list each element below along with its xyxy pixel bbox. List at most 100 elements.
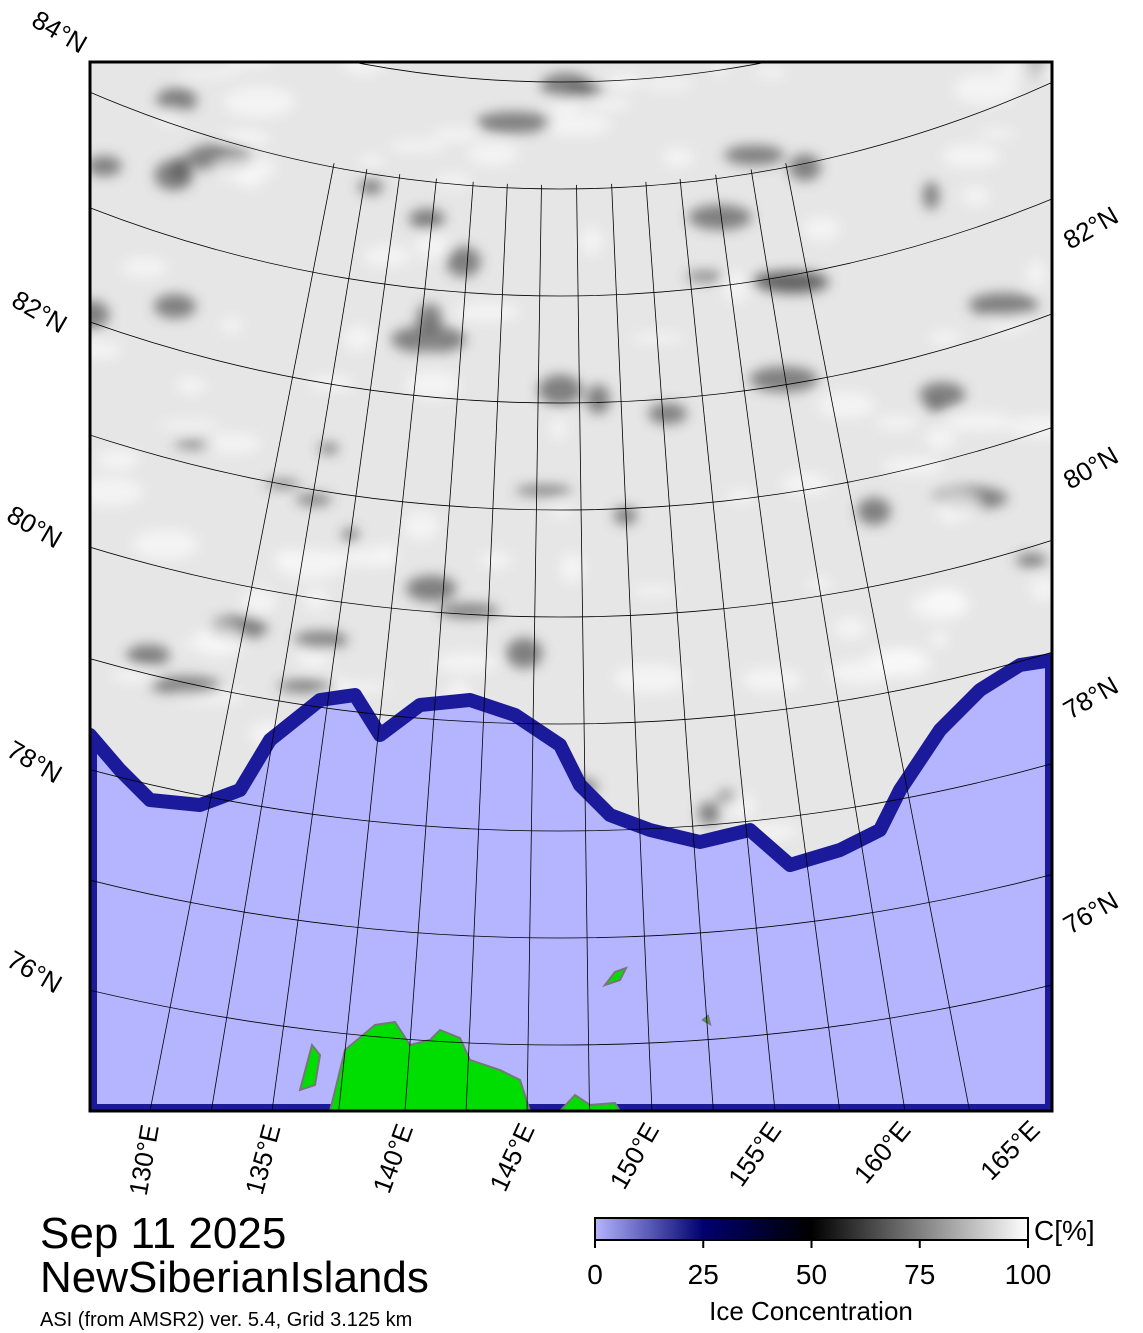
ice-patch [318, 442, 339, 454]
ice-patch [925, 427, 956, 450]
meridian [576, 184, 590, 1111]
longitude-label: 155°E [722, 1116, 787, 1191]
ice-patch [550, 417, 567, 441]
ice-patch [174, 440, 216, 449]
ice-patch [408, 208, 445, 229]
longitude-label: 130°E [123, 1122, 165, 1197]
ice-patch [435, 173, 473, 188]
latitude-line [90, 198, 1052, 297]
ice-patch [153, 294, 196, 319]
latitude-label: 82°N [1058, 200, 1123, 255]
longitude-label: 135°E [239, 1121, 286, 1197]
ice-patch [295, 493, 332, 506]
ice-patch [391, 325, 466, 354]
ice-patch [205, 433, 261, 454]
ice-patch [933, 492, 981, 519]
ice-patch [293, 631, 348, 649]
ice-patch [121, 257, 168, 278]
ice-patch [388, 139, 446, 152]
meridian [465, 183, 508, 1111]
meridian [526, 184, 542, 1111]
meridian [210, 169, 368, 1111]
ice-patch [941, 143, 1001, 168]
ice-patch [559, 553, 585, 584]
ice-patch [711, 62, 729, 75]
ice-patch [727, 792, 755, 819]
ice-patch [978, 128, 1016, 139]
ice-patch [548, 93, 582, 114]
ice-patch [910, 590, 970, 621]
ice-patch [586, 384, 610, 415]
ice-patch [156, 87, 198, 113]
latitude-label: 78°N [1058, 670, 1123, 725]
latitude-line [352, 62, 768, 83]
ice-patch [724, 145, 785, 166]
ice-patch [193, 625, 245, 657]
ice-patch [829, 660, 894, 686]
ice-patch [324, 553, 350, 562]
ice-patch [580, 226, 603, 256]
ice-patch [749, 366, 818, 392]
ice-patch [605, 72, 642, 90]
ice-patch [446, 246, 481, 277]
latitude-label: 76°N [1058, 885, 1123, 940]
ice-patch [987, 311, 1031, 332]
date: Sep 11 2025 [40, 1209, 286, 1258]
ice-patch [415, 232, 450, 260]
latitude-label: 82°N [7, 284, 72, 339]
ice-patch [925, 400, 946, 412]
ice-patch [919, 382, 966, 407]
ice-patch [363, 245, 411, 267]
ice-patch [953, 73, 1020, 105]
ice-patch [541, 73, 591, 98]
ice-patch [648, 403, 687, 425]
map-frame [88, 60, 1054, 1113]
ice-patch [754, 67, 786, 79]
ice-patch [749, 271, 826, 291]
ice-patch [358, 179, 384, 195]
longitude-label: 145°E [483, 1119, 540, 1196]
ice-patch [1026, 260, 1047, 288]
map-area [90, 62, 1052, 1111]
ice-patch [344, 547, 394, 568]
ice-patch [126, 644, 170, 666]
colorbar-tick-label: 75 [904, 1259, 935, 1290]
ice-patch [341, 62, 385, 75]
ice-patch [807, 577, 833, 591]
ice-patch [111, 668, 158, 683]
ice-patch [641, 78, 695, 90]
latitude-label: 80°N [1058, 440, 1123, 495]
colorbar-ticks: 0 25 50 75 100 [587, 1240, 1051, 1290]
ice-patch [515, 485, 572, 496]
latitude-line [90, 81, 1052, 190]
ice-patch [781, 472, 829, 496]
ice-texture [90, 62, 1052, 865]
ice-patch [156, 109, 184, 125]
ice-patch [875, 415, 918, 430]
ice-patch [817, 391, 876, 419]
latitude-label: 76°N [2, 944, 67, 999]
ice-patch [177, 69, 242, 79]
region: NewSiberianIslands [40, 1253, 429, 1302]
graticule [90, 62, 1052, 1111]
longitude-label: 160°E [848, 1115, 917, 1189]
ice-patch [90, 477, 144, 506]
ice-patch [1015, 553, 1047, 567]
meridian [785, 163, 971, 1111]
longitude-label: 150°E [603, 1118, 665, 1195]
ice-patch [881, 457, 946, 476]
ice-patch [542, 113, 612, 136]
ice-patch [158, 419, 221, 430]
meridian [750, 169, 906, 1111]
ice-patch [274, 550, 298, 566]
land [298, 966, 712, 1111]
meridian [149, 163, 335, 1111]
ice-patch [435, 652, 499, 673]
ice-patch [998, 62, 1040, 79]
ice-patch [405, 575, 457, 602]
ice-patch [432, 127, 480, 142]
source: ASI (from AMSR2) ver. 5.4, Grid 3.125 km [40, 1309, 412, 1331]
meridian [611, 183, 653, 1111]
meridian [271, 174, 401, 1111]
